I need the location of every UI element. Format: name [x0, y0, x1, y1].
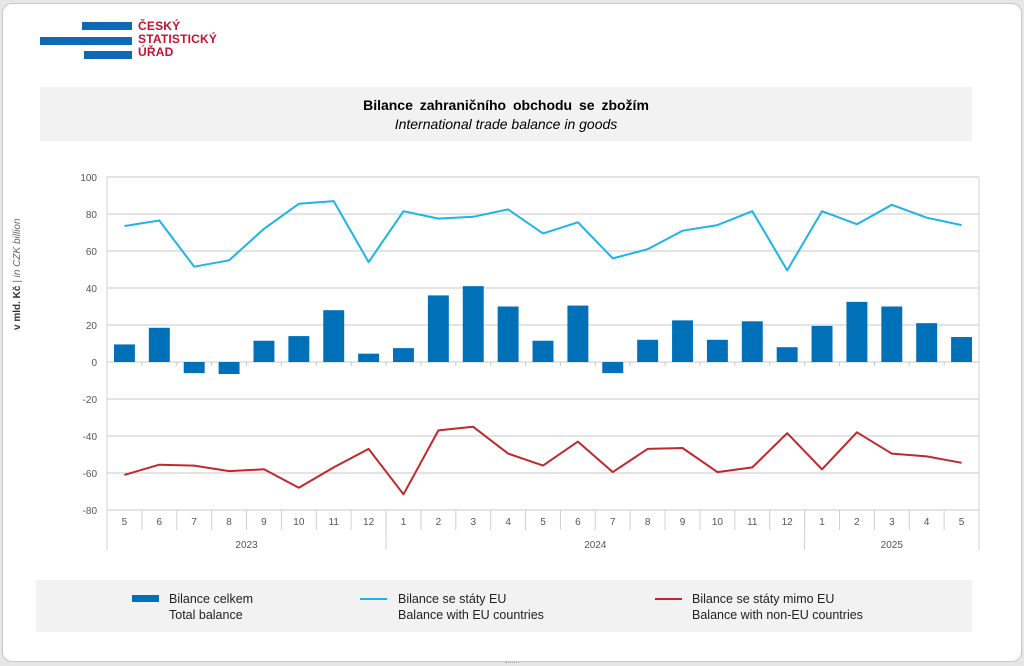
- legend-item-non-eu: Bilance se státy mimo EU Balance with no…: [692, 591, 863, 623]
- legend-label-total-cz: Bilance celkem: [169, 592, 254, 606]
- bar-total-balance: [776, 347, 798, 362]
- chart-title-box: Bilance zahraničního obchodu se zbožím I…: [40, 87, 972, 141]
- x-tick-label: 1: [819, 517, 825, 528]
- logo-stripe: [84, 51, 132, 59]
- bar-total-balance: [393, 348, 414, 362]
- bar-total-balance: [358, 353, 380, 362]
- x-tick-label: 2: [436, 517, 442, 528]
- y-tick-label: -60: [83, 469, 98, 480]
- y-tick-label: 80: [86, 210, 98, 221]
- logo-text-line2: STATISTICKÝ: [138, 32, 218, 46]
- x-tick-label: 9: [261, 517, 267, 528]
- legend-item-total: Bilance celkem Total balance: [169, 591, 253, 623]
- logo-stripe: [82, 22, 132, 30]
- chart-legend: Bilance celkem Total balance Bilance se …: [36, 580, 972, 632]
- legend-label-non-eu-cz: Bilance se státy mimo EU: [692, 592, 835, 606]
- logo-stripe: [40, 37, 132, 45]
- x-tick-label: 3: [889, 517, 895, 528]
- x-tick-label: 1: [401, 517, 407, 528]
- legend-label-eu-cz: Bilance se státy EU: [398, 592, 507, 606]
- x-tick-label: 10: [293, 517, 305, 528]
- x-tick-label: 5: [959, 517, 965, 528]
- x-tick-label: 8: [226, 517, 232, 528]
- bar-total-balance: [218, 362, 240, 375]
- x-tick-label: 7: [610, 517, 616, 528]
- x-tick-label: 7: [191, 517, 197, 528]
- bar-total-balance: [462, 286, 484, 362]
- x-tick-label: 12: [782, 517, 794, 528]
- legend-label-non-eu-en: Balance with non-EU countries: [692, 608, 863, 622]
- y-tick-label: 60: [86, 247, 98, 258]
- y-tick-label: 20: [86, 321, 98, 332]
- line-non-eu-balance: [124, 425, 962, 496]
- bar-total-balance: [497, 306, 519, 362]
- x-tick-label: 6: [157, 517, 163, 528]
- bar-total-balance: [288, 336, 310, 362]
- year-label: 2025: [881, 540, 904, 551]
- bar-total-balance: [741, 321, 763, 362]
- x-tick-label: 4: [924, 517, 930, 528]
- bar-total-balance: [706, 339, 728, 362]
- x-tick-label: 3: [470, 517, 476, 528]
- logo-text-line1: ČESKÝ: [138, 19, 181, 33]
- legend-swatch-total: [132, 595, 159, 602]
- line-eu-balance: [124, 200, 962, 272]
- x-tick-label: 12: [363, 517, 375, 528]
- y-tick-label: 100: [80, 173, 97, 184]
- bar-total-balance: [567, 305, 589, 362]
- x-tick-label: 11: [329, 517, 340, 528]
- x-tick-label: 6: [575, 517, 581, 528]
- bar-total-balance: [811, 325, 833, 362]
- x-tick-label: 11: [747, 517, 758, 528]
- bar-total-balance: [916, 323, 938, 362]
- legend-swatch-non-eu: [655, 598, 682, 600]
- bar-total-balance: [148, 327, 170, 362]
- y-tick-label: -80: [83, 506, 98, 517]
- bar-total-balance: [532, 340, 554, 362]
- x-tick-label: 5: [122, 517, 128, 528]
- y-tick-label: -40: [83, 432, 98, 443]
- x-tick-label: 4: [505, 517, 511, 528]
- x-tick-label: 2: [854, 517, 860, 528]
- bar-total-balance: [183, 362, 205, 374]
- bar-total-balance: [846, 301, 868, 362]
- legend-label-total-en: Total balance: [169, 608, 243, 622]
- bar-total-balance: [602, 362, 624, 374]
- chart-subtitle: International trade balance in goods: [394, 116, 618, 132]
- legend-item-eu: Bilance se státy EU Balance with EU coun…: [398, 591, 544, 623]
- bar-total-balance: [253, 340, 275, 362]
- x-tick-label: 10: [712, 517, 724, 528]
- bar-total-balance: [113, 344, 135, 362]
- bar-total-balance: [427, 295, 449, 362]
- y-tick-label: 0: [91, 358, 97, 369]
- year-label: 2023: [235, 540, 258, 551]
- x-tick-label: 5: [540, 517, 546, 528]
- bar-total-balance: [323, 310, 345, 362]
- logo-text-line3: ÚŘAD: [138, 45, 174, 59]
- resize-grip[interactable]: [505, 662, 519, 666]
- bar-total-balance: [672, 320, 693, 362]
- chart-title: Bilance zahraničního obchodu se zbožím: [363, 97, 649, 113]
- x-tick-label: 8: [645, 517, 651, 528]
- y-tick-label: 40: [86, 284, 98, 295]
- bar-total-balance: [637, 339, 659, 362]
- legend-label-eu-en: Balance with EU countries: [398, 608, 544, 622]
- legend-swatch-eu: [360, 598, 387, 600]
- bar-total-balance: [881, 306, 903, 362]
- year-label: 2024: [584, 540, 607, 551]
- csu-logo: ČESKÝ STATISTICKÝ ÚŘAD: [40, 20, 220, 60]
- x-tick-label: 9: [680, 517, 686, 528]
- y-tick-label: -20: [83, 395, 98, 406]
- bar-total-balance: [951, 337, 973, 362]
